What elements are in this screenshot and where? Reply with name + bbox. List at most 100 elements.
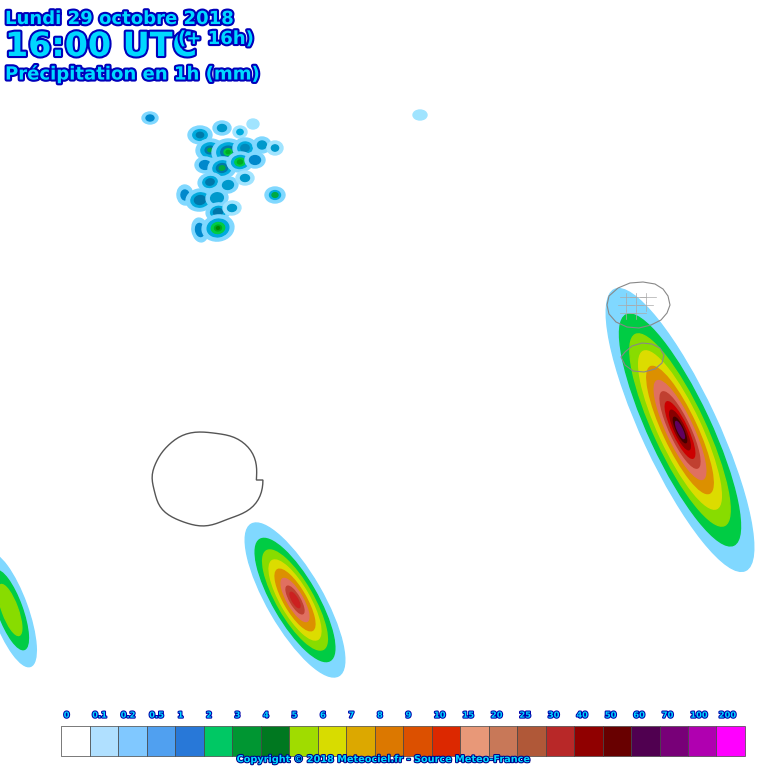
Text: 7: 7 — [349, 710, 354, 720]
Ellipse shape — [255, 538, 335, 661]
Ellipse shape — [213, 161, 231, 175]
Text: (+ 16h): (+ 16h) — [178, 30, 253, 48]
Ellipse shape — [188, 126, 212, 144]
Ellipse shape — [196, 223, 204, 237]
Text: 8: 8 — [377, 710, 382, 720]
Ellipse shape — [217, 227, 220, 230]
Text: 4: 4 — [263, 710, 269, 720]
Bar — [660, 726, 688, 756]
Bar — [517, 726, 545, 756]
Ellipse shape — [232, 155, 248, 168]
Ellipse shape — [223, 201, 241, 215]
Text: 0.5: 0.5 — [149, 710, 164, 720]
Ellipse shape — [272, 193, 278, 197]
Ellipse shape — [217, 164, 227, 173]
Ellipse shape — [263, 550, 327, 650]
Ellipse shape — [212, 139, 244, 165]
Ellipse shape — [217, 124, 227, 131]
Ellipse shape — [191, 193, 209, 207]
Text: 9: 9 — [406, 710, 411, 720]
Ellipse shape — [201, 143, 219, 157]
Text: 200: 200 — [719, 710, 737, 720]
Bar — [574, 726, 603, 756]
Bar — [688, 726, 717, 756]
Text: 16:00 UTC: 16:00 UTC — [5, 30, 197, 63]
Ellipse shape — [227, 204, 237, 211]
Text: 0: 0 — [64, 710, 69, 720]
Text: 0.2: 0.2 — [121, 710, 136, 720]
Text: Copyright © 2018 Meteociel.fr - Source Meteo-France: Copyright © 2018 Meteociel.fr - Source M… — [237, 754, 531, 764]
Ellipse shape — [237, 129, 243, 134]
Ellipse shape — [211, 223, 225, 233]
Bar — [232, 726, 261, 756]
Text: 100: 100 — [690, 710, 707, 720]
Ellipse shape — [214, 209, 223, 216]
Ellipse shape — [213, 121, 231, 135]
Ellipse shape — [205, 146, 215, 154]
Bar — [432, 726, 460, 756]
Ellipse shape — [665, 402, 695, 458]
Ellipse shape — [620, 314, 740, 546]
Ellipse shape — [218, 177, 238, 193]
Ellipse shape — [413, 110, 427, 120]
Ellipse shape — [194, 196, 206, 204]
Ellipse shape — [224, 149, 232, 155]
Bar — [460, 726, 488, 756]
Ellipse shape — [226, 151, 230, 154]
Ellipse shape — [270, 190, 280, 200]
Ellipse shape — [177, 185, 193, 205]
Text: 1: 1 — [177, 710, 184, 720]
Ellipse shape — [660, 392, 700, 468]
Ellipse shape — [233, 126, 247, 138]
Text: 20: 20 — [491, 710, 502, 720]
Ellipse shape — [238, 142, 252, 154]
Ellipse shape — [146, 115, 154, 121]
Ellipse shape — [221, 146, 235, 158]
Ellipse shape — [227, 152, 253, 172]
Ellipse shape — [670, 410, 690, 450]
Ellipse shape — [630, 334, 730, 526]
Ellipse shape — [206, 179, 214, 185]
Text: 30: 30 — [548, 710, 559, 720]
Ellipse shape — [219, 166, 225, 170]
Ellipse shape — [208, 148, 212, 151]
Bar — [603, 726, 631, 756]
Ellipse shape — [250, 156, 260, 164]
Ellipse shape — [0, 553, 36, 667]
Ellipse shape — [240, 174, 250, 181]
Ellipse shape — [245, 152, 265, 168]
Ellipse shape — [223, 180, 233, 190]
Ellipse shape — [265, 187, 285, 203]
Ellipse shape — [639, 351, 721, 509]
Ellipse shape — [257, 141, 266, 149]
Bar — [488, 726, 517, 756]
Bar — [118, 726, 147, 756]
Bar — [717, 726, 745, 756]
Ellipse shape — [237, 160, 243, 164]
Ellipse shape — [142, 112, 158, 124]
Ellipse shape — [181, 190, 189, 200]
Ellipse shape — [606, 289, 754, 571]
Text: 2: 2 — [206, 710, 212, 720]
Text: 5: 5 — [292, 710, 297, 720]
Text: 10: 10 — [434, 710, 445, 720]
Text: Run AROME DOMTOM 2.5km 0 Z du Lundi 29 octobre 2018: Run AROME DOMTOM 2.5km 0 Z du Lundi 29 o… — [384, 9, 749, 19]
Bar — [204, 726, 232, 756]
Ellipse shape — [0, 571, 28, 650]
Ellipse shape — [290, 592, 300, 607]
Ellipse shape — [647, 366, 713, 494]
Ellipse shape — [245, 523, 345, 677]
Ellipse shape — [0, 584, 22, 635]
Ellipse shape — [214, 225, 221, 231]
Text: Précipitation en 1h (mm): Précipitation en 1h (mm) — [5, 65, 258, 84]
Text: 15: 15 — [462, 710, 474, 720]
Ellipse shape — [195, 157, 215, 173]
Ellipse shape — [200, 161, 210, 170]
Ellipse shape — [198, 173, 222, 191]
Ellipse shape — [197, 132, 204, 137]
Text: 0.1: 0.1 — [92, 710, 107, 720]
Bar — [61, 726, 90, 756]
Bar — [147, 726, 175, 756]
Text: 3: 3 — [234, 710, 240, 720]
Bar — [290, 726, 318, 756]
